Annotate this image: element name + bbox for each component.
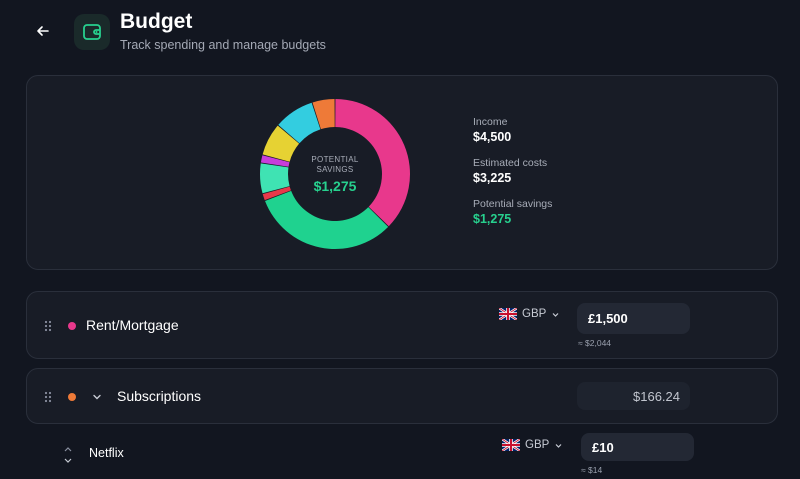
budget-summary-card: POTENTIAL SAVINGS $1,275 Income $4,500 E… — [26, 75, 778, 270]
reorder-icon[interactable] — [62, 445, 74, 465]
currency-code: GBP — [525, 439, 550, 451]
currency-code: GBP — [522, 308, 547, 320]
back-button[interactable] — [30, 18, 56, 44]
stat-value: $3,225 — [473, 171, 512, 185]
page-title: Budget — [120, 10, 193, 33]
donut-segment-3 — [260, 163, 290, 194]
drag-handle-icon[interactable] — [44, 391, 52, 403]
converted-amount: ≈ $2,044 — [578, 338, 612, 348]
savings-donut-chart — [260, 99, 410, 250]
category-color-dot — [68, 393, 76, 401]
amount-input[interactable] — [581, 433, 694, 461]
stat-value: $1,275 — [473, 212, 512, 226]
amount-input[interactable] — [577, 303, 690, 334]
category-label: Rent/Mortgage — [86, 317, 179, 333]
chevron-down-icon[interactable] — [91, 391, 103, 403]
currency-select[interactable]: GBP — [502, 439, 563, 451]
donut-segment-7 — [312, 99, 335, 130]
stat-estimated-costs: Estimated costs $3,225 — [473, 157, 552, 186]
drag-handle-icon[interactable] — [44, 320, 52, 332]
category-row-rent-mortgage: Rent/Mortgage GBP ≈ $2,044 — [26, 291, 778, 359]
category-row-subscriptions: Subscriptions $166.24 — [26, 368, 778, 424]
stat-income: Income $4,500 — [473, 116, 552, 145]
stat-label: Estimated costs — [473, 157, 548, 169]
category-total: $166.24 — [577, 382, 690, 410]
summary-stats: Income $4,500 Estimated costs $3,225 Pot… — [473, 116, 552, 239]
donut-segment-2 — [262, 186, 291, 201]
stat-potential-savings: Potential savings $1,275 — [473, 198, 552, 227]
page-subtitle: Track spending and manage budgets — [120, 38, 326, 52]
donut-segment-1 — [265, 190, 389, 250]
category-color-dot — [68, 322, 76, 330]
arrow-left-icon — [37, 26, 49, 36]
wallet-icon — [74, 14, 110, 50]
subscription-label: Netflix — [89, 446, 124, 460]
chevron-down-icon — [552, 312, 559, 317]
donut-segment-5 — [262, 125, 300, 162]
donut-segment-0 — [335, 99, 410, 227]
uk-flag-icon — [499, 308, 517, 320]
donut-segment-4 — [260, 155, 290, 167]
stat-value: $4,500 — [473, 130, 512, 144]
donut-segment-6 — [278, 102, 321, 144]
uk-flag-icon — [502, 439, 520, 451]
currency-select[interactable]: GBP — [499, 308, 560, 320]
stat-label: Income — [473, 116, 508, 128]
converted-amount: ≈ $14 — [581, 465, 603, 475]
stat-label: Potential savings — [473, 198, 553, 210]
chevron-down-icon — [555, 443, 562, 448]
category-label: Subscriptions — [117, 388, 202, 404]
